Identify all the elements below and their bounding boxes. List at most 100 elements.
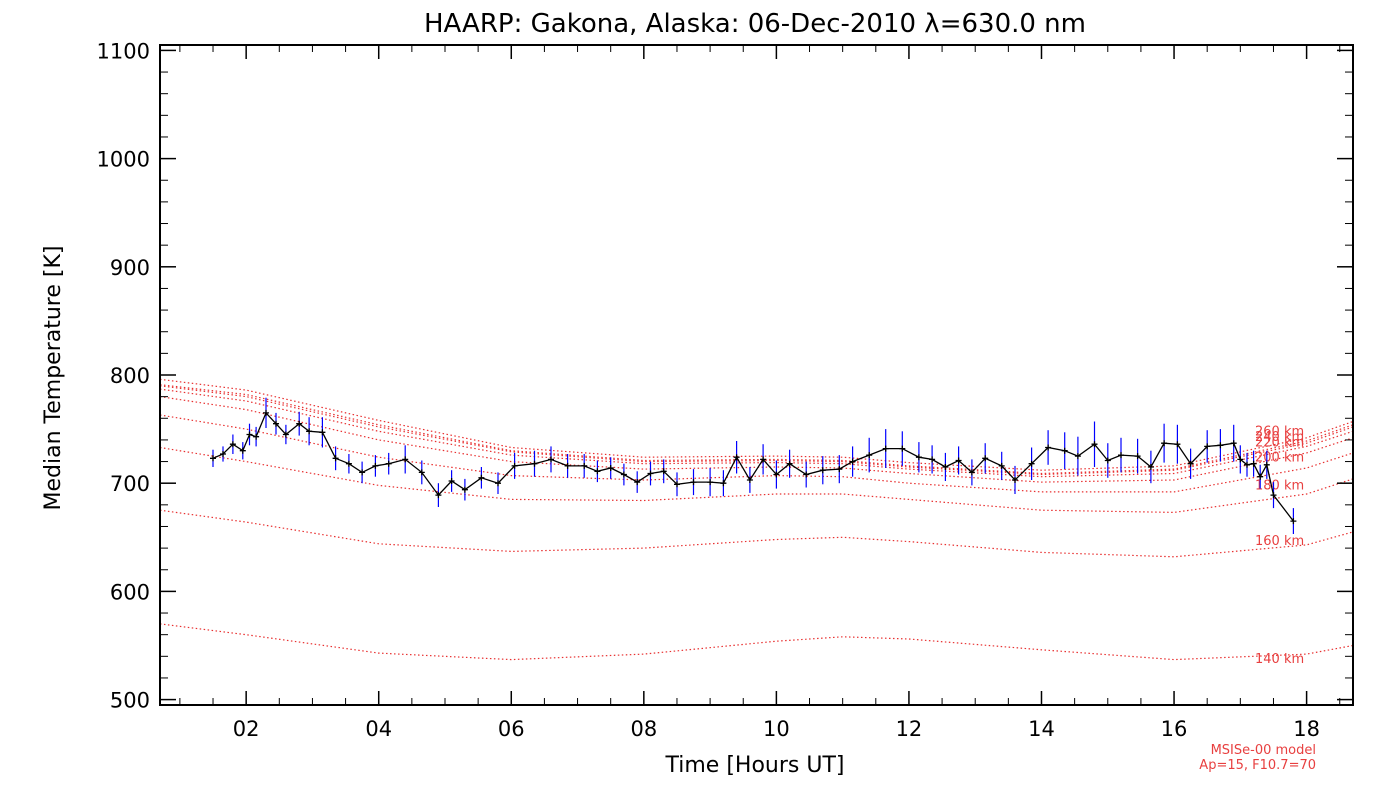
- model-curve-6: [159, 388, 1354, 478]
- data-point: [594, 468, 601, 475]
- plot-frame: [159, 44, 1354, 706]
- data-point: [1074, 453, 1081, 460]
- data-point: [239, 447, 246, 454]
- data-point: [1061, 447, 1068, 454]
- data-point: [1161, 440, 1168, 447]
- data-point: [746, 477, 753, 483]
- data-point: [660, 468, 667, 475]
- data-point: [998, 462, 1005, 469]
- data-point: [773, 471, 780, 478]
- data-point: [495, 480, 501, 487]
- model-curve-3: [159, 446, 1354, 514]
- curve-label-5: 220 km: [1255, 435, 1304, 450]
- data-point: [733, 454, 740, 461]
- data-point: [1045, 444, 1052, 451]
- data-point: [372, 462, 379, 469]
- data-point: [511, 462, 518, 469]
- data-point: [968, 469, 975, 476]
- data-point: [1230, 440, 1237, 447]
- curve-label-7: 260 km: [1255, 425, 1304, 440]
- curve-label-2: 160 km: [1255, 534, 1304, 549]
- data-point: [1187, 460, 1194, 467]
- x-tick-label: 10: [763, 717, 790, 741]
- data-point: [836, 466, 843, 473]
- y-axis: 500 600 700 800 900 1000 1100: [97, 39, 1353, 713]
- data-point: [982, 455, 989, 462]
- data-point: [1244, 461, 1250, 468]
- y-tick-label: 500: [110, 689, 150, 713]
- curve-label-4: 200 km: [1255, 451, 1304, 466]
- x-tick-label: 08: [630, 717, 657, 741]
- data-point: [448, 478, 455, 484]
- data-point: [607, 465, 614, 471]
- data-point: [1118, 452, 1124, 459]
- data-point: [253, 433, 260, 440]
- data-point: [1290, 518, 1297, 525]
- data-point: [1147, 464, 1154, 470]
- data-point: [229, 441, 236, 448]
- data-point: [760, 456, 767, 463]
- y-tick-label: 900: [110, 256, 150, 280]
- data-point: [866, 452, 873, 459]
- data-point: [929, 456, 936, 463]
- data-point: [1270, 492, 1277, 499]
- data-point: [345, 460, 352, 467]
- data-point: [220, 451, 226, 457]
- data-point: [707, 479, 714, 486]
- model-note-line-2: Ap=15, F10.7=70: [1199, 758, 1316, 773]
- data-point: [634, 479, 641, 486]
- y-tick-label: 800: [110, 364, 150, 388]
- x-tick-label: 14: [1028, 717, 1055, 741]
- data-point: [674, 481, 680, 488]
- measurement-series: [210, 409, 1297, 525]
- data-point: [1217, 442, 1224, 449]
- y-tick-label: 1000: [97, 148, 150, 172]
- curve-label-3: 180 km: [1255, 479, 1304, 494]
- data-point: [1012, 477, 1018, 483]
- data-point: [435, 492, 442, 499]
- data-point: [1257, 473, 1264, 480]
- model-curve-2: [159, 509, 1354, 558]
- data-point: [1091, 441, 1098, 448]
- x-axis: 02 04 06 08 10 12 14 16 18: [179, 45, 1341, 741]
- data-point: [1250, 460, 1257, 467]
- data-point: [720, 480, 727, 487]
- data-point: [263, 409, 269, 416]
- data-point: [955, 457, 962, 464]
- data-point: [942, 464, 949, 470]
- y-tick-label: 600: [110, 580, 150, 604]
- model-curve-7: [159, 385, 1354, 476]
- data-point: [647, 470, 654, 477]
- data-point: [385, 460, 392, 467]
- data-point: [581, 462, 588, 469]
- model-curve-4: [159, 414, 1354, 493]
- data-point: [1237, 456, 1244, 463]
- data-point: [1134, 453, 1141, 460]
- data-point: [819, 467, 826, 474]
- data-point: [1028, 460, 1035, 467]
- data-point: [1104, 457, 1111, 464]
- data-point: [1174, 441, 1181, 448]
- x-tick-label: 02: [233, 717, 260, 741]
- data-point: [1263, 461, 1270, 468]
- x-axis-label: Time [Hours UT]: [665, 753, 845, 778]
- y-tick-label: 1100: [97, 39, 150, 63]
- model-note-line-1: MSISe-00 model: [1211, 743, 1316, 758]
- curve-label-1: 140 km: [1255, 652, 1304, 667]
- model-curve-1: [159, 623, 1354, 661]
- data-point: [332, 455, 339, 462]
- data-point: [899, 445, 906, 452]
- data-point: [620, 471, 627, 478]
- data-point: [418, 469, 425, 476]
- data-point: [319, 429, 326, 436]
- data-point: [461, 486, 468, 493]
- chart-title: HAARP: Gakona, Alaska: 06-Dec-2010 λ=630…: [424, 9, 1086, 39]
- model-curve-5: [159, 396, 1354, 483]
- x-tick-label: 16: [1161, 717, 1188, 741]
- x-tick-label: 12: [896, 717, 923, 741]
- model-curve-8: [159, 384, 1354, 475]
- model-curve-9: [159, 378, 1354, 471]
- data-point: [282, 431, 289, 438]
